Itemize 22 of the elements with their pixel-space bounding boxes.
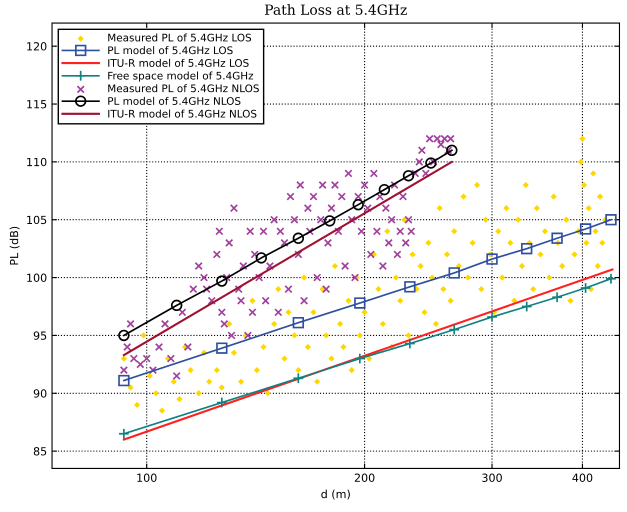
- y-tick-label: 120: [27, 42, 46, 51]
- y-tick-label: 110: [27, 158, 46, 166]
- x-tick-label: 300: [482, 474, 502, 482]
- legend-label: Free space model of 5.4GHz: [108, 72, 254, 82]
- y-axis-title: PL (dB): [10, 226, 20, 265]
- x-tick-label: 200: [354, 474, 374, 482]
- y-tick-label: 90: [34, 389, 46, 398]
- chart-title: Path Loss at 5.4GHz: [264, 4, 407, 15]
- y-tick-label: 105: [27, 216, 46, 224]
- x-tick-label: 400: [572, 474, 592, 482]
- legend-label: ITU-R model of 5.4GHz LOS: [108, 58, 249, 67]
- legend-label: ITU-R model of 5.4GHz NLOS: [108, 110, 256, 118]
- x-tick-label: 100: [137, 474, 157, 482]
- y-tick-label: 95: [34, 331, 46, 340]
- legend-label: PL model of 5.4GHz NLOS: [108, 96, 240, 105]
- y-tick-label: 115: [27, 100, 46, 108]
- legend-label: Measured PL of 5.4GHz NLOS: [108, 84, 259, 92]
- legend-label: Measured PL of 5.4GHz LOS: [108, 33, 252, 42]
- x-axis-title: d (m): [321, 490, 350, 500]
- y-tick-label: 100: [27, 274, 46, 282]
- legend-label: PL model of 5.4GHz LOS: [108, 46, 233, 54]
- y-tick-label: 85: [34, 447, 46, 456]
